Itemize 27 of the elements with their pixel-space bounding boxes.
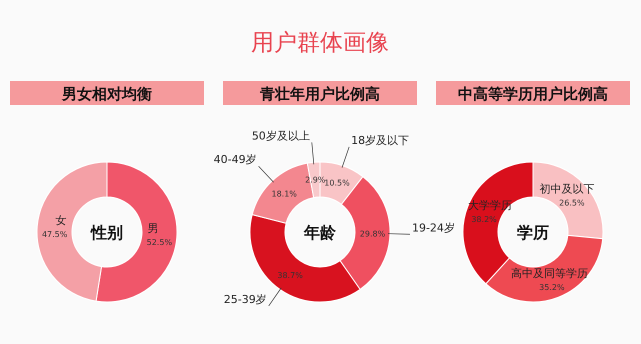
data-label: 52.5% <box>146 238 172 248</box>
slice-label: 50岁及以上 <box>252 129 310 142</box>
text: 学历 <box>517 223 549 242</box>
slice-label: 25-39岁 <box>224 292 267 306</box>
slice-label: 高中及同等学历 <box>511 266 588 280</box>
data-label: 38.7% <box>277 271 304 280</box>
text: 用户群体画像 <box>251 30 389 56</box>
chart-title: 男女相对均衡 <box>61 85 152 103</box>
data-label: 26.5% <box>559 198 585 208</box>
slice-label: 18岁及以下 <box>351 134 410 147</box>
data-label: 47.5% <box>42 230 68 239</box>
data-label: 35.2% <box>539 282 565 292</box>
data-label: 29.8% <box>360 229 386 238</box>
slice-label: 19-24岁 <box>412 221 455 234</box>
chart-title: 青壮年用户比例高 <box>259 85 380 103</box>
text: 性别 <box>90 223 123 242</box>
text: 年龄 <box>303 223 337 242</box>
data-label: 2.9% <box>305 176 326 185</box>
slice-label: 男 <box>148 222 159 236</box>
slice-label: 大学学历 <box>468 199 512 212</box>
data-label: 38.2% <box>471 215 498 224</box>
data-label: 18.1% <box>271 190 298 199</box>
slice-label: 40-49岁 <box>214 153 257 166</box>
slice-label: 女 <box>55 214 66 227</box>
chart-title: 中高等学历用户比例高 <box>458 85 608 103</box>
slice-label: 初中及以下 <box>540 182 595 196</box>
data-label: 10.5% <box>324 178 350 188</box>
